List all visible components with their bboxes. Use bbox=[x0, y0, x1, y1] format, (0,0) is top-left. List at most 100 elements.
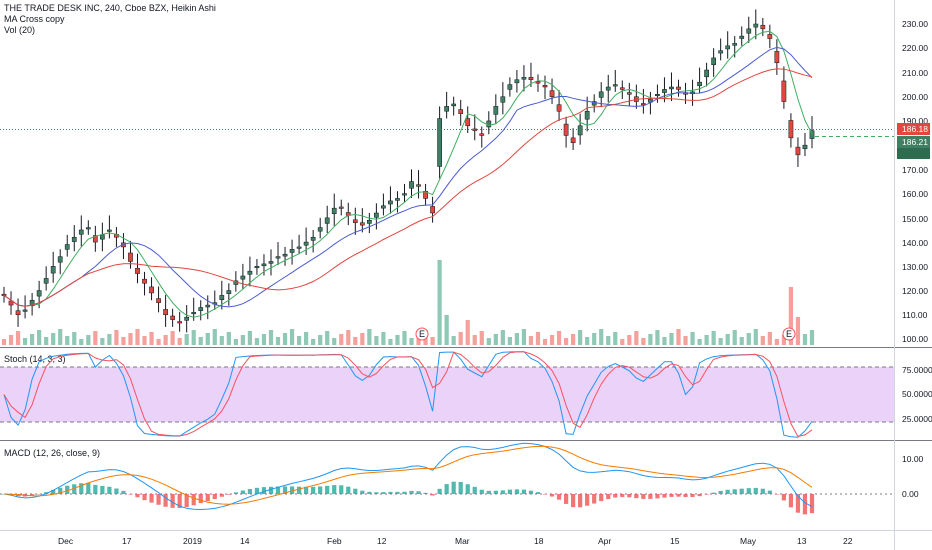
candles[interactable] bbox=[1, 9, 815, 333]
volume-bar bbox=[725, 334, 730, 345]
volume-bar bbox=[37, 330, 42, 345]
candle-body bbox=[198, 307, 204, 311]
macd-hist-bar bbox=[641, 494, 646, 499]
candle-body bbox=[655, 94, 660, 97]
volume-bar bbox=[753, 329, 758, 345]
volume-bar bbox=[289, 329, 295, 345]
candle-body bbox=[563, 123, 569, 136]
study-ma-cross[interactable]: MA Cross copy bbox=[4, 14, 65, 24]
volume-bar bbox=[676, 329, 681, 345]
macd-hist-bar bbox=[367, 491, 372, 494]
candle-body bbox=[50, 266, 56, 274]
volume-bar bbox=[760, 336, 765, 345]
volume-bar bbox=[219, 336, 224, 345]
macd-hist-bar bbox=[100, 485, 105, 494]
time-label: 17 bbox=[122, 536, 132, 546]
volume-bar bbox=[669, 333, 674, 345]
earnings-marker[interactable]: E bbox=[415, 327, 429, 341]
macd-hist-bar bbox=[578, 494, 583, 508]
stoch-tick: 75.0000 bbox=[902, 365, 932, 375]
volume-bar bbox=[430, 337, 435, 345]
volume-bar bbox=[44, 337, 49, 345]
candle-body bbox=[437, 118, 442, 167]
candle-body bbox=[500, 96, 506, 103]
ma-line bbox=[3, 68, 813, 307]
volume-bar bbox=[599, 329, 604, 345]
macd-hist-bar bbox=[360, 490, 365, 494]
candle-body bbox=[669, 86, 674, 90]
volume-bar bbox=[781, 335, 787, 345]
volume-bar bbox=[592, 333, 597, 345]
volume-bar bbox=[29, 334, 35, 345]
macd-hist-bar bbox=[725, 489, 730, 494]
macd-hist-bar bbox=[458, 481, 463, 494]
volume-bar bbox=[65, 336, 70, 345]
time-label: 14 bbox=[240, 536, 250, 546]
volume-bar bbox=[226, 332, 231, 345]
volume-bar bbox=[627, 335, 632, 345]
candle-body bbox=[78, 229, 84, 235]
time-label: May bbox=[740, 536, 757, 546]
candle-body bbox=[514, 79, 520, 84]
macd-hist-bar bbox=[416, 491, 421, 494]
candle-body bbox=[29, 299, 35, 307]
candle-body bbox=[177, 321, 183, 324]
time-label: 22 bbox=[843, 536, 853, 546]
volume-bar bbox=[662, 337, 667, 345]
volume-bar bbox=[500, 330, 505, 345]
earnings-marker[interactable]: E bbox=[782, 327, 796, 341]
macd-hist-bar bbox=[325, 485, 330, 494]
macd-hist-bar bbox=[746, 488, 751, 494]
macd-hist-bar bbox=[472, 486, 477, 494]
macd-hist-bar bbox=[296, 486, 302, 494]
volume-bar bbox=[655, 330, 660, 345]
macd-hist-bar bbox=[507, 489, 512, 494]
macd-title[interactable]: MACD (12, 26, close, 9) bbox=[4, 448, 101, 458]
candle-body bbox=[451, 103, 457, 107]
candle-body bbox=[303, 241, 309, 246]
candle-body bbox=[381, 205, 386, 209]
candle-body bbox=[36, 290, 42, 297]
macd-hist-bar bbox=[430, 494, 435, 496]
symbol-title[interactable]: THE TRADE DESK INC, 240, Cboe BZX, Heiki… bbox=[4, 3, 216, 13]
candle-body bbox=[310, 236, 316, 241]
candle-body bbox=[352, 219, 358, 223]
volume-bar bbox=[521, 329, 527, 345]
candle-body bbox=[591, 101, 597, 106]
candle-body bbox=[641, 103, 646, 106]
price-axis[interactable]: 230.00 220.00 210.00 200.00 190.00 170.0… bbox=[902, 19, 928, 344]
volume-bar bbox=[332, 338, 337, 345]
candle-body bbox=[71, 236, 77, 242]
volume-bar bbox=[240, 335, 245, 345]
macd-hist-bar bbox=[528, 490, 534, 494]
macd-hist-bar bbox=[606, 494, 611, 500]
macd-tick: 0.00 bbox=[902, 489, 919, 499]
candle-body bbox=[149, 286, 154, 294]
study-volume[interactable]: Vol (20) bbox=[4, 25, 36, 35]
macd-hist-bar bbox=[781, 494, 787, 501]
volume-bar bbox=[535, 332, 541, 345]
candle-body bbox=[465, 118, 471, 127]
candle-body bbox=[226, 290, 232, 294]
macd-hist-bar bbox=[486, 490, 491, 494]
macd-hist-bar bbox=[86, 483, 91, 494]
time-axis[interactable]: Dec 17 2019 14 Feb 12 Mar 18 Apr 15 May … bbox=[58, 536, 853, 546]
macd-hist-bar bbox=[121, 490, 126, 494]
volume-bar bbox=[79, 339, 84, 345]
candle-body bbox=[184, 316, 190, 321]
macd-hist-bar bbox=[465, 484, 470, 494]
candle-body bbox=[697, 81, 702, 87]
macd-hist-bar bbox=[760, 488, 765, 494]
volume-bar bbox=[163, 335, 168, 345]
candle-body bbox=[317, 227, 323, 232]
candle-body bbox=[240, 275, 246, 280]
macd-hist-bar bbox=[353, 488, 358, 494]
macd-hist-bar bbox=[753, 487, 758, 494]
stoch-title[interactable]: Stoch (14, 3, 3) bbox=[4, 354, 66, 364]
macd-hist-bar bbox=[774, 494, 779, 495]
candle-body bbox=[191, 312, 197, 315]
candle-body bbox=[128, 252, 133, 262]
stoch-tick: 25.0000 bbox=[902, 414, 932, 424]
candle-body bbox=[409, 181, 414, 189]
